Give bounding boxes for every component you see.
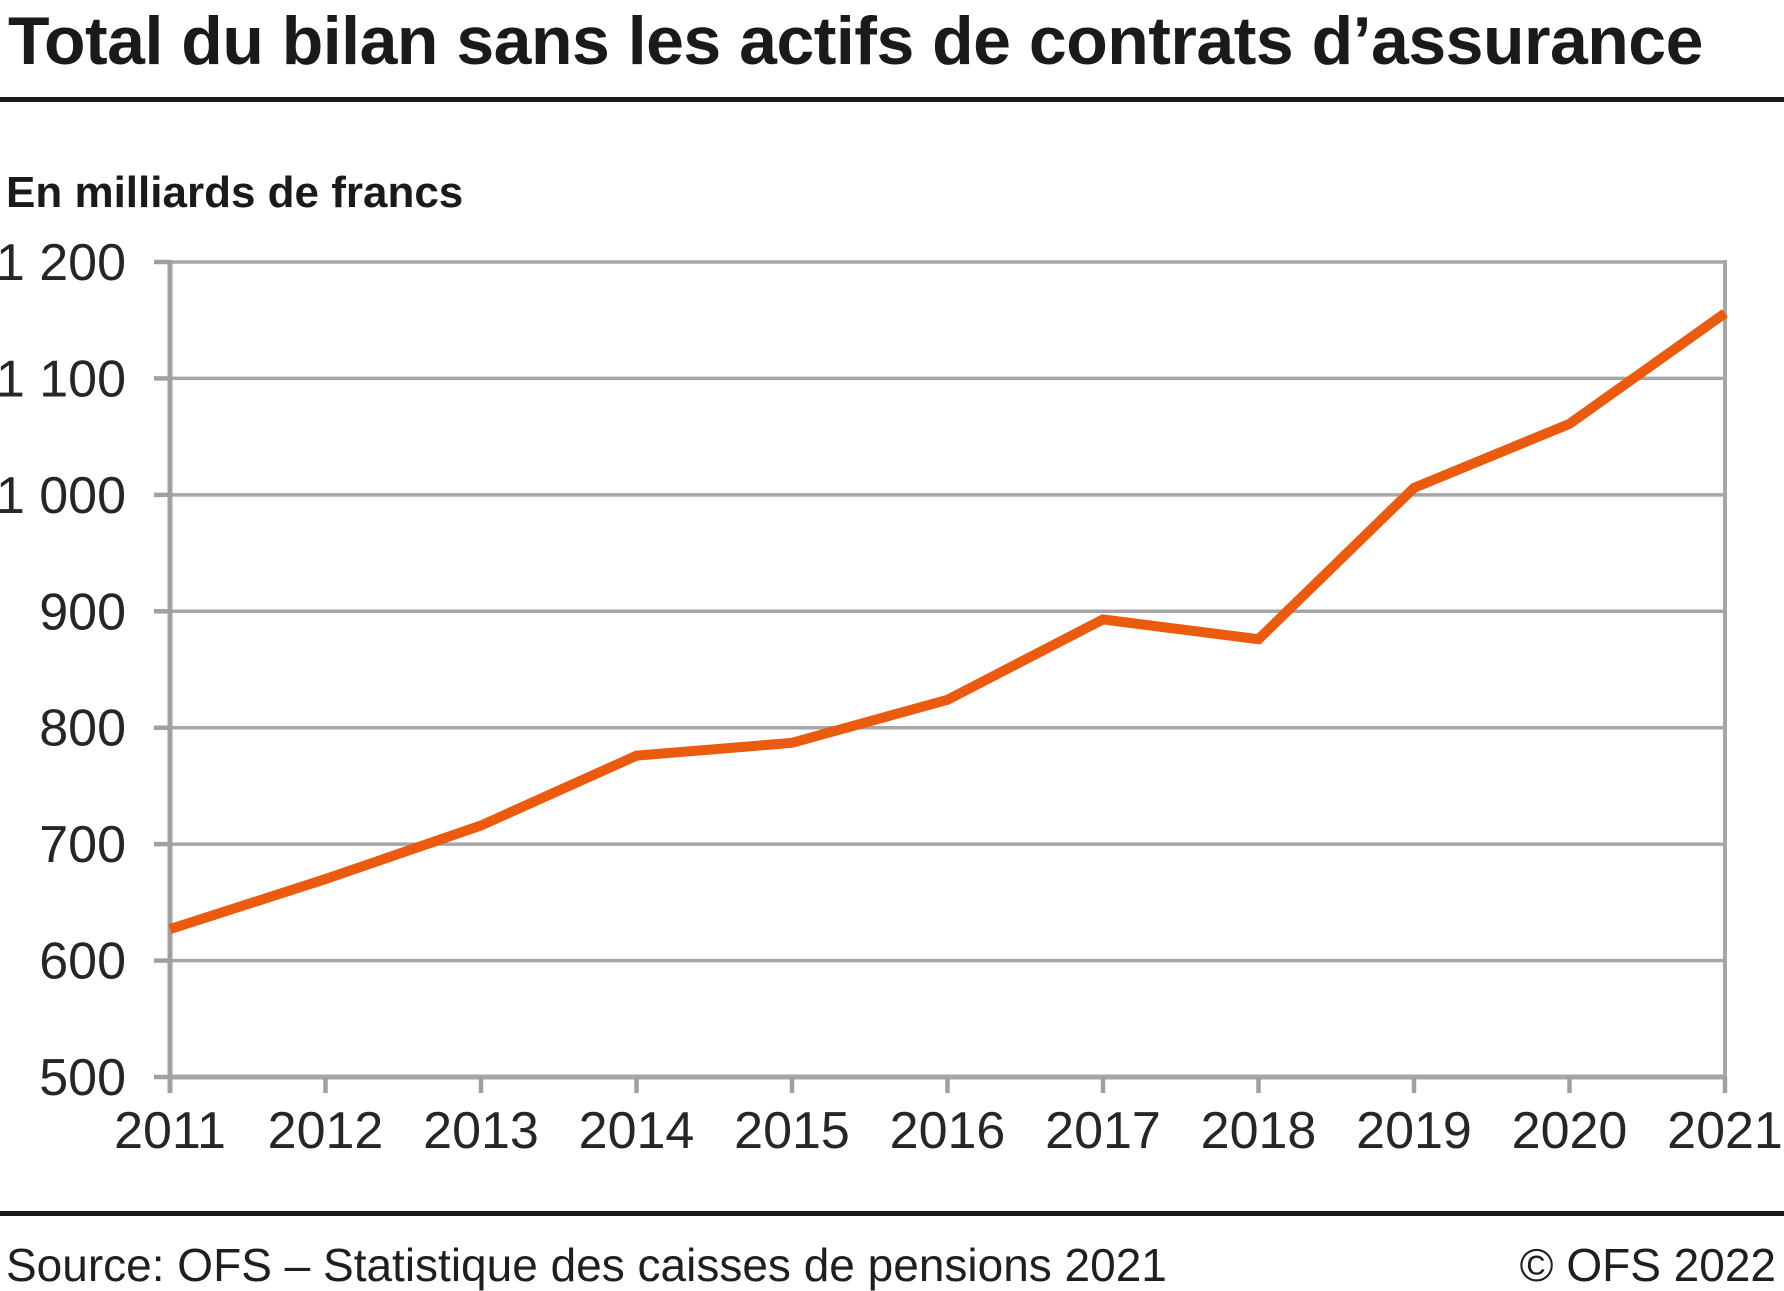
source-note: Source: OFS – Statistique des caisses de…: [6, 1239, 1167, 1291]
y-tick-label: 1 100: [0, 350, 126, 408]
x-tick-label: 2013: [423, 1102, 539, 1160]
x-tick-label: 2021: [1667, 1102, 1783, 1160]
x-tick-label: 2020: [1512, 1102, 1628, 1160]
x-tick-label: 2012: [268, 1102, 384, 1160]
y-tick-label: 500: [39, 1049, 126, 1107]
x-axis: 2011 2012 2013 2014 2015 2016 2017 2018 2019 2020…: [114, 1077, 1783, 1160]
x-tick-label: 2018: [1201, 1102, 1317, 1160]
data-line: [168, 309, 1728, 934]
y-tick-label: 1 000: [0, 467, 126, 525]
title-divider: [0, 97, 1784, 102]
x-tick-label: 2014: [579, 1102, 695, 1160]
y-tick-label: 700: [39, 816, 126, 874]
copyright-note: © OFS 2022: [1519, 1239, 1776, 1291]
y-tick-label: 800: [39, 700, 126, 758]
unit-label: En milliards de francs: [6, 168, 464, 217]
x-tick-label: 2017: [1045, 1102, 1161, 1160]
x-tick-label: 2011: [114, 1102, 226, 1160]
page-title: Total du bilan sans les actifs de contra…: [8, 3, 1703, 79]
x-tick-label: 2019: [1356, 1102, 1472, 1160]
y-axis: 500 600 700 800 900 1 000 1 100 1 200: [0, 234, 1727, 1107]
y-gridlines: [170, 260, 1725, 1080]
y-tick-label: 1 200: [0, 234, 126, 292]
y-tick-label: 600: [39, 933, 126, 991]
x-tick-label: 2016: [890, 1102, 1006, 1160]
y-tick-label: 900: [39, 583, 126, 641]
footer-divider: [0, 1211, 1784, 1216]
x-tick-label: 2015: [734, 1102, 850, 1160]
